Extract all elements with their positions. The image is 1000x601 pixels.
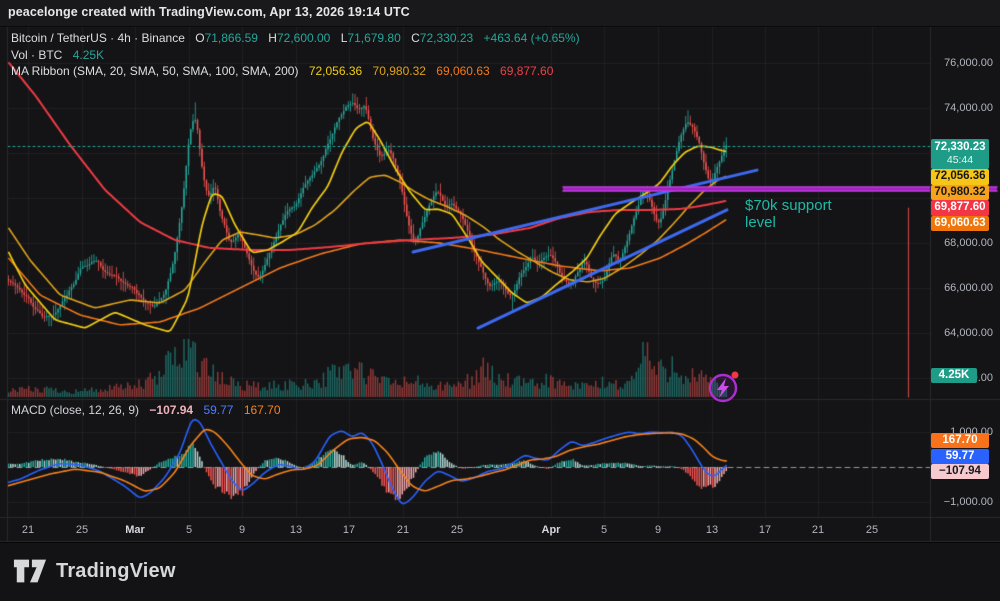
tradingview-logo-text: TradingView <box>56 559 176 582</box>
price-badge: 167.70 <box>931 433 989 448</box>
sma50-value: 70,980.32 <box>372 64 426 78</box>
time-tick-label: Mar <box>125 524 145 536</box>
tradingview-logo[interactable]: TradingView <box>13 558 176 584</box>
axis-tick-label: 68,000.00 <box>944 237 993 249</box>
tradingview-logo-icon <box>13 559 47 583</box>
macd-histogram-value: −107.94 <box>149 403 194 417</box>
time-tick-label: 17 <box>758 524 772 536</box>
ohlc-high-value: 72,600.00 <box>276 31 331 45</box>
sma100-value: 69,060.63 <box>436 64 490 78</box>
ohlc-low-value: 71,679.80 <box>347 31 401 45</box>
time-tick-label: 25 <box>75 524 89 536</box>
volume-title: Vol · BTC <box>11 48 63 62</box>
ohlc-low-label: L <box>340 31 348 45</box>
axis-tick-label: 66,000.00 <box>944 282 993 294</box>
price-badge: 72,056.36 <box>931 169 989 185</box>
price-badge: 59.77 <box>931 448 989 464</box>
price-badge: 72,330.23 45:44 <box>931 139 989 169</box>
attribution-text: peacelonge created with TradingView.com,… <box>8 5 410 19</box>
axis-tick-label: −1,000.00 <box>943 496 993 508</box>
change-value: +463.64 (+0.65%) <box>483 31 580 45</box>
time-tick-label: 21 <box>396 524 410 536</box>
sma200-value: 69,877.60 <box>500 64 554 78</box>
legend-symbol-row[interactable]: Bitcoin / TetherUS · 4h · Binance O71,86… <box>11 31 580 45</box>
macd-title: MACD (close, 12, 26, 9) <box>11 403 140 417</box>
axis-tick-label: 64,000.00 <box>944 327 993 339</box>
symbol-title: Bitcoin / TetherUS · 4h · Binance <box>11 31 185 45</box>
price-badge: −107.94 <box>931 464 989 479</box>
support-annotation-text[interactable]: $70k support level <box>745 197 832 231</box>
time-tick-label: 25 <box>450 524 464 536</box>
time-tick-label: 13 <box>705 524 719 536</box>
time-tick-label: 17 <box>342 524 356 536</box>
sma20-value: 72,056.36 <box>308 64 363 78</box>
legend-macd-row[interactable]: MACD (close, 12, 26, 9) −107.94 59.77 16… <box>11 403 281 417</box>
ohlc-open-label: O <box>195 31 205 45</box>
time-tick-label: Apr <box>541 524 561 536</box>
volume-value: 4.25K <box>72 48 105 62</box>
price-badge: 70,980.32 <box>931 184 989 200</box>
price-badge: 69,060.63 <box>931 215 989 231</box>
time-tick-label: 13 <box>289 524 303 536</box>
ohlc-close-value: 72,330.23 <box>419 31 474 45</box>
macd-line-value: 59.77 <box>203 403 234 417</box>
time-tick-label: 5 <box>185 524 193 536</box>
ohlc-close-label: C <box>411 31 420 45</box>
ohlc-high-label: H <box>268 31 277 45</box>
time-axis[interactable]: 21 25 Mar 5 9 13 17 21 25 Apr 5 9 13 17 21 25 <box>0 518 930 542</box>
notification-dot <box>731 371 739 379</box>
price-badge: 69,877.60 <box>931 200 989 216</box>
legend-ma-ribbon-row[interactable]: MA Ribbon (SMA, 20, SMA, 50, SMA, 100, S… <box>11 64 553 78</box>
time-tick-label: 5 <box>600 524 608 536</box>
time-tick-label: 9 <box>238 524 246 536</box>
time-tick-label: 9 <box>654 524 662 536</box>
footer-bar: TradingView <box>0 542 1000 601</box>
time-tick-label: 21 <box>21 524 35 536</box>
lightning-badge-icon[interactable] <box>702 365 746 409</box>
time-tick-label: 25 <box>865 524 879 536</box>
axis-tick-label: 74,000.00 <box>944 102 993 114</box>
ma-ribbon-title: MA Ribbon (SMA, 20, SMA, 50, SMA, 100, S… <box>11 64 299 78</box>
legend-volume-row[interactable]: Vol · BTC 4.25K <box>11 48 104 62</box>
axis-tick-label: 76,000.00 <box>944 57 993 69</box>
ohlc-open-value: 71,866.59 <box>204 31 258 45</box>
time-tick-label: 21 <box>811 524 825 536</box>
price-badge: 4.25K <box>931 368 977 383</box>
attribution-bar: peacelonge created with TradingView.com,… <box>0 0 1000 27</box>
macd-signal-value: 167.70 <box>243 403 281 417</box>
bolt-glyph <box>717 378 729 398</box>
price-axis[interactable]: 76,000.00 74,000.00 68,000.00 66,000.00 64,0… <box>930 0 1000 600</box>
